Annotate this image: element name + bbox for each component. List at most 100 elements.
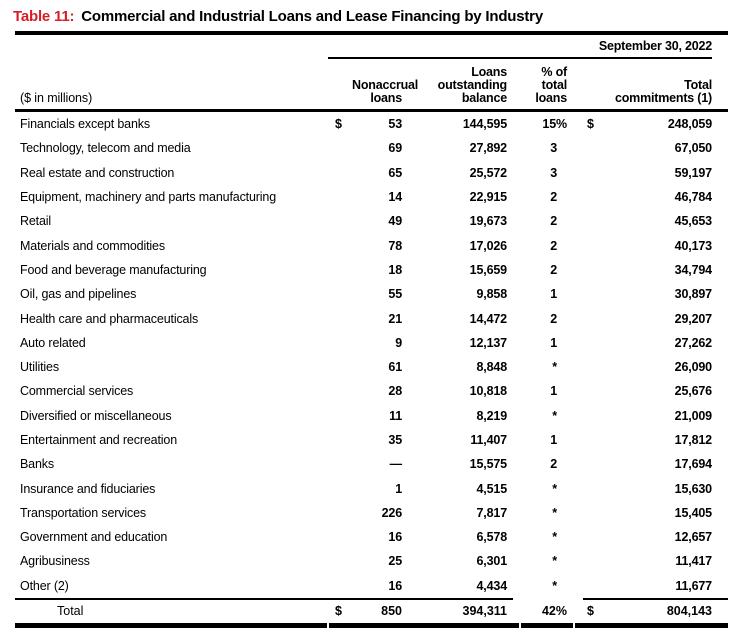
row-outstanding-value: 10,818 [469, 384, 507, 399]
column-header-commitments: Total commitments (1) [614, 78, 712, 105]
row-commitments-value: 11,417 [675, 554, 712, 569]
table-row: Oil, gas and pipelines 55 9,858 1 30,897 [15, 282, 728, 306]
row-nonaccrual-value: 21 [388, 311, 402, 326]
row-nonaccrual-value: — [389, 457, 403, 472]
row-nonaccrual-value: 69 [388, 141, 402, 156]
row-nonaccrual-value: 16 [388, 578, 402, 593]
row-outstanding-value: 9,858 [476, 287, 507, 302]
row-label: Diversified or miscellaneous [20, 408, 172, 423]
row-pct-value: 2 [550, 190, 557, 205]
row-nonaccrual-value: 16 [388, 530, 402, 545]
pre-total-rule-left [15, 597, 513, 600]
row-outstanding-value: 12,137 [469, 335, 507, 350]
row-commitments-value: 25,676 [674, 384, 712, 399]
bottom-rule-segment [15, 622, 327, 628]
row-commitments-value: 34,794 [674, 262, 712, 277]
header-rule [15, 109, 728, 112]
row-nonaccrual-value: 61 [388, 360, 402, 375]
table-row: Transportation services 226 7,817 * 15,4… [15, 501, 728, 525]
row-label: Retail [20, 214, 52, 229]
date-header-rule [328, 57, 712, 59]
row-commitments-value: 59,197 [674, 165, 712, 180]
column-header-pct: % of total loans [535, 65, 567, 105]
row-nonaccrual-value: 49 [388, 214, 402, 229]
row-outstanding-value: 4,434 [476, 578, 507, 593]
column-header-outstanding: Loans outstanding balance [437, 65, 508, 105]
row-commitments-value: 11,677 [675, 578, 712, 593]
row-outstanding-value: 8,848 [476, 360, 507, 375]
column-header-row: ($ in millions) Nonaccrual loans Loans o… [15, 59, 728, 109]
row-commitments-value: 21,009 [674, 408, 712, 423]
table-row: Agribusiness 25 6,301 * 11,417 [15, 549, 728, 573]
table-row: Materials and commodities 78 17,026 2 40… [15, 233, 728, 257]
row-label: Health care and pharmaceuticals [20, 311, 199, 326]
table-title: Table 11: Commercial and Industrial Loans… [0, 0, 733, 31]
row-outstanding-value: 8,219 [476, 408, 507, 423]
row-outstanding-value: 22,915 [469, 190, 507, 205]
total-dollar-sign-2: $ [587, 603, 594, 618]
row-outstanding-value: 6,578 [476, 530, 507, 545]
table-row: Banks — 15,575 2 17,694 [15, 452, 728, 476]
column-header-nonaccrual: Nonaccrual loans [352, 78, 419, 105]
row-nonaccrual-value: 28 [388, 384, 402, 399]
row-label: Utilities [20, 360, 59, 375]
date-header: September 30, 2022 [598, 39, 712, 53]
table: September 30, 2022 ($ in millions) Nonac… [15, 31, 728, 628]
row-outstanding-value: 6,301 [476, 554, 507, 569]
row-outstanding-value: 11,407 [470, 433, 507, 447]
row-commitments-value: 15,630 [674, 481, 712, 496]
total-nonaccrual-value: 850 [381, 603, 402, 618]
row-commitments-value: 29,207 [674, 311, 712, 326]
table-row: Real estate and construction 65 25,572 3… [15, 161, 728, 185]
row-label: Agribusiness [20, 554, 90, 569]
row-pct-value: * [552, 481, 557, 496]
row-pct-value: 1 [550, 384, 557, 399]
row-outstanding-value: 19,673 [469, 214, 507, 229]
row-outstanding-value: 7,817 [476, 505, 507, 520]
row-pct-value: 2 [550, 311, 557, 326]
row-nonaccrual-value: 53 [388, 117, 402, 132]
row-nonaccrual-value: 11 [389, 408, 402, 423]
row-label: Transportation services [20, 505, 146, 520]
row-pct-value: 3 [550, 165, 557, 180]
table-row: Insurance and fiduciaries 1 4,515 * 15,6… [15, 476, 728, 500]
row-pct-value: 15% [542, 117, 567, 132]
table-row: Auto related 9 12,137 1 27,262 [15, 331, 728, 355]
row-pct-value: 1 [550, 335, 557, 350]
table-row: Commercial services 28 10,818 1 25,676 [15, 379, 728, 403]
row-nonaccrual-value: 78 [388, 238, 402, 253]
row-commitments-value: 17,694 [674, 457, 712, 472]
row-commitments-value: 46,784 [674, 190, 712, 205]
row-outstanding-value: 27,892 [469, 141, 507, 156]
row-outstanding-value: 25,572 [469, 165, 507, 180]
row-label: Insurance and fiduciaries [20, 481, 156, 496]
row-label: Commercial services [20, 384, 134, 399]
total-dollar-sign: $ [335, 603, 342, 618]
row-pct-value: * [552, 530, 557, 545]
row-commitments-value: 15,405 [674, 505, 712, 520]
row-outstanding-value: 144,595 [462, 117, 507, 132]
row-commitments-value: 27,262 [674, 335, 712, 350]
row-pct-value: 1 [550, 433, 557, 447]
row-nonaccrual-value: 55 [388, 287, 402, 302]
row-label: Technology, telecom and media [20, 141, 191, 156]
row-pct-value: 3 [550, 141, 557, 156]
row-label: Materials and commodities [20, 238, 165, 253]
row-outstanding-value: 4,515 [476, 481, 507, 496]
total-label: Total [57, 603, 84, 618]
row-commitments-value: 40,173 [674, 238, 712, 253]
table-number-label: Table 11: [13, 8, 75, 25]
table-row: Equipment, machinery and parts manufactu… [15, 185, 728, 209]
row-label: Equipment, machinery and parts manufactu… [20, 190, 277, 205]
row-nonaccrual-value: 25 [388, 554, 402, 569]
row-pct-value: 2 [550, 262, 557, 277]
row-outstanding-value: 15,659 [469, 262, 507, 277]
row-nonaccrual-value: 14 [388, 190, 402, 205]
row-nonaccrual-value: 18 [388, 262, 402, 277]
row-pct-value: 2 [550, 214, 557, 229]
row-commitments-value: 12,657 [674, 530, 712, 545]
row-pct-value: 1 [550, 287, 557, 302]
row-pct-value: * [552, 408, 557, 423]
row-pct-value: * [552, 578, 557, 593]
